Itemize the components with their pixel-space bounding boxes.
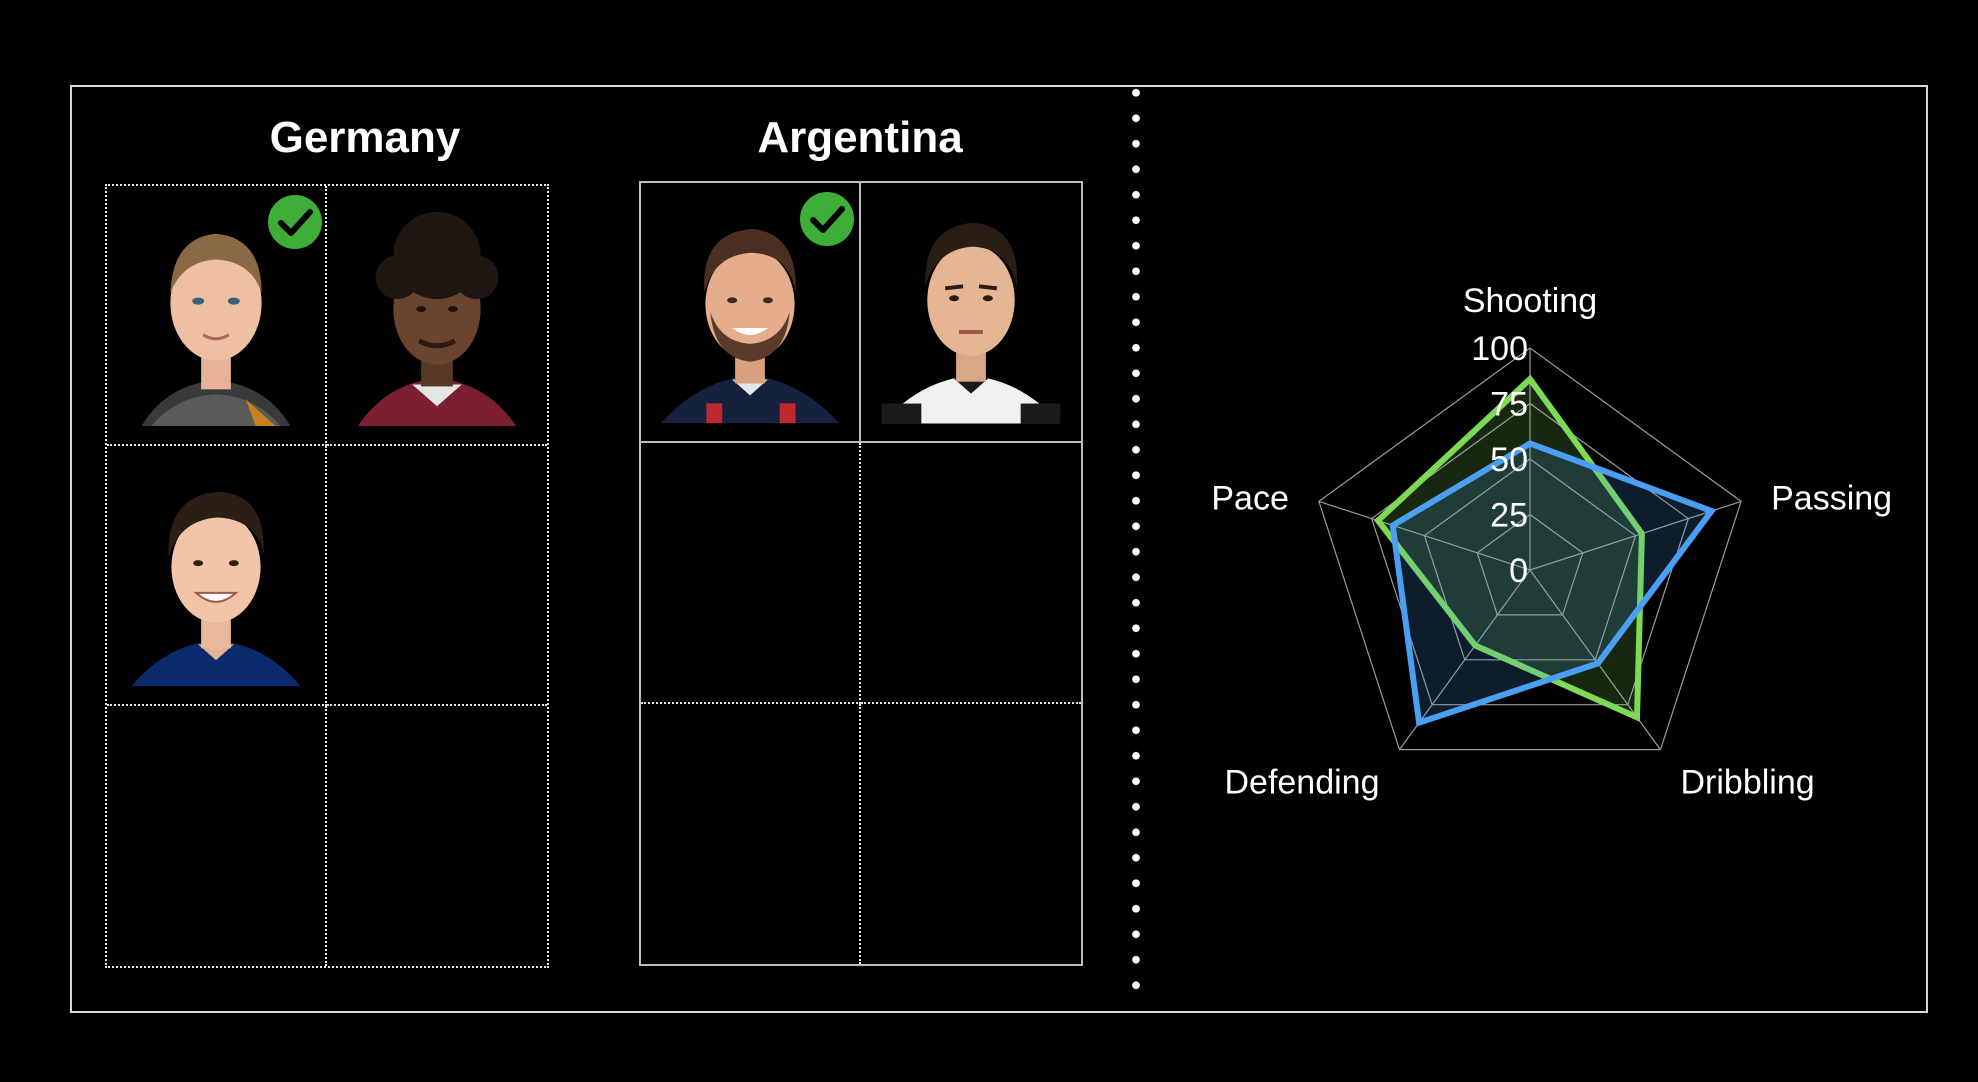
radar-grid-ring bbox=[1476, 513, 1584, 616]
radar-spoke bbox=[1529, 500, 1742, 571]
player-slot-germany-5[interactable] bbox=[107, 706, 327, 966]
radar-grid-ring bbox=[1423, 458, 1637, 661]
germany-player-grid bbox=[105, 184, 549, 968]
player-slot-germany-6[interactable] bbox=[327, 706, 547, 966]
player-portrait-smiling-icon bbox=[131, 491, 301, 686]
player-portrait-goalkeeper-icon bbox=[141, 233, 291, 426]
player-slot-argentina-1[interactable] bbox=[641, 183, 861, 444]
player-slot-argentina-4[interactable] bbox=[861, 443, 1081, 704]
player-slot-germany-4[interactable] bbox=[327, 446, 547, 706]
dotted-divider bbox=[1131, 80, 1141, 1000]
player-slot-argentina-3[interactable] bbox=[641, 443, 861, 704]
player-slot-germany-1[interactable] bbox=[107, 186, 327, 446]
player-portrait-young-icon bbox=[881, 222, 1061, 424]
radar-tick-label: 75 bbox=[1490, 386, 1528, 424]
selected-check-icon bbox=[268, 195, 322, 249]
radar-axis-label-pace: Pace bbox=[1211, 479, 1289, 517]
radar-tick-labels: 0 25 50 75 100 bbox=[1471, 330, 1528, 590]
radar-series-2 bbox=[1389, 440, 1717, 727]
player-slot-argentina-2[interactable] bbox=[861, 183, 1081, 444]
player-portrait-curly-hair-icon bbox=[357, 211, 517, 427]
player-slot-germany-3[interactable] bbox=[107, 446, 327, 706]
radar-axis-label-defending: Defending bbox=[1224, 764, 1379, 802]
radar-axis-labels: Shooting Passing Dribbling Defending Pace bbox=[1211, 282, 1892, 802]
argentina-player-grid bbox=[639, 181, 1083, 966]
player-slot-argentina-6[interactable] bbox=[861, 704, 1081, 964]
radar-tick-label: 100 bbox=[1471, 330, 1528, 368]
radar-axis-label-passing: Passing bbox=[1771, 479, 1892, 517]
comparison-panel-frame bbox=[70, 85, 1928, 1013]
radar-tick-label: 0 bbox=[1509, 552, 1528, 590]
radar-grid-ring bbox=[1318, 347, 1742, 751]
team-title-germany: Germany bbox=[269, 113, 461, 162]
radar-spoke bbox=[1318, 500, 1531, 571]
player-slot-germany-2[interactable] bbox=[327, 186, 547, 446]
radar-series-layer bbox=[1373, 374, 1717, 727]
radar-tick-label: 25 bbox=[1490, 497, 1528, 535]
team-title-argentina: Argentina bbox=[757, 113, 963, 162]
player-portrait-bearded-icon bbox=[660, 228, 840, 424]
radar-chart: 0 25 50 75 100 Shooting Passing Dribbling Defen… bbox=[1190, 270, 1930, 830]
selected-check-icon bbox=[800, 192, 854, 246]
player-slot-argentina-5[interactable] bbox=[641, 703, 861, 964]
radar-axis-label-dribbling: Dribbling bbox=[1680, 764, 1814, 802]
radar-tick-label: 50 bbox=[1490, 441, 1528, 479]
radar-axis-label-shooting: Shooting bbox=[1463, 282, 1597, 320]
radar-chart-canvas: 0 25 50 75 100 Shooting Passing Dribbling Defen… bbox=[1211, 282, 1892, 802]
